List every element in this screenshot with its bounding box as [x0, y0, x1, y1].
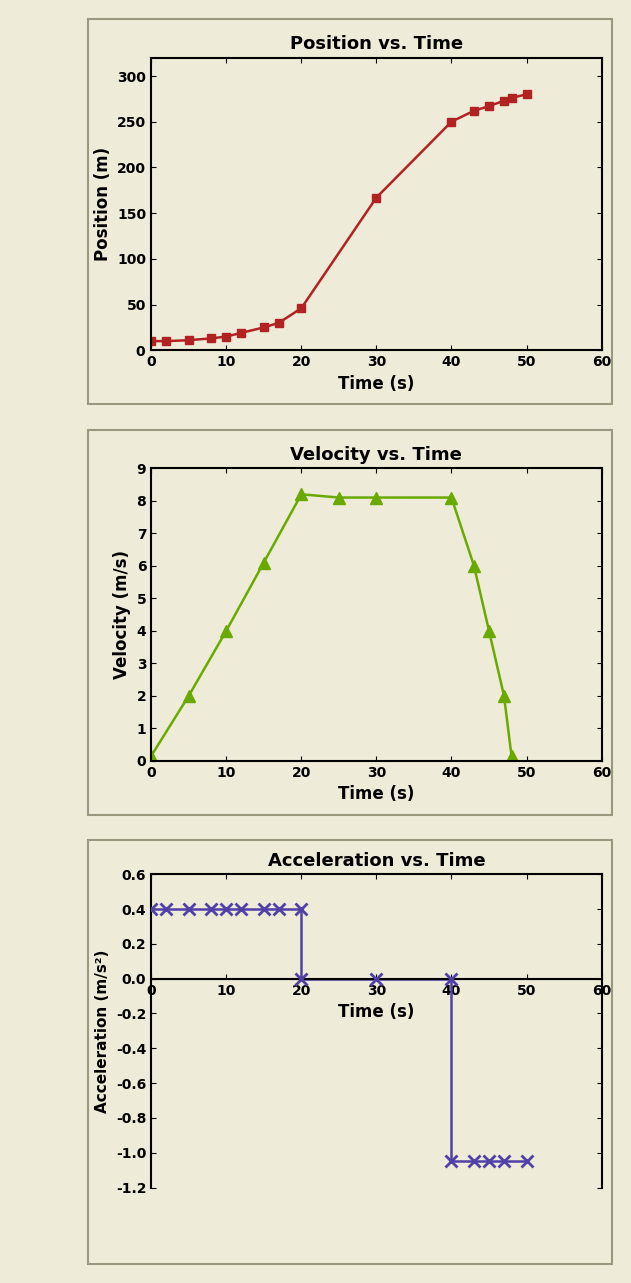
Title: Acceleration vs. Time: Acceleration vs. Time: [268, 852, 485, 870]
X-axis label: Time (s): Time (s): [338, 1003, 415, 1021]
Y-axis label: Acceleration (m/s²): Acceleration (m/s²): [95, 949, 110, 1112]
Y-axis label: Velocity (m/s): Velocity (m/s): [113, 550, 131, 679]
X-axis label: Time (s): Time (s): [338, 785, 415, 803]
Title: Velocity vs. Time: Velocity vs. Time: [290, 446, 463, 464]
Title: Position vs. Time: Position vs. Time: [290, 36, 463, 54]
X-axis label: Time (s): Time (s): [338, 375, 415, 393]
Y-axis label: Position (m): Position (m): [93, 148, 112, 260]
